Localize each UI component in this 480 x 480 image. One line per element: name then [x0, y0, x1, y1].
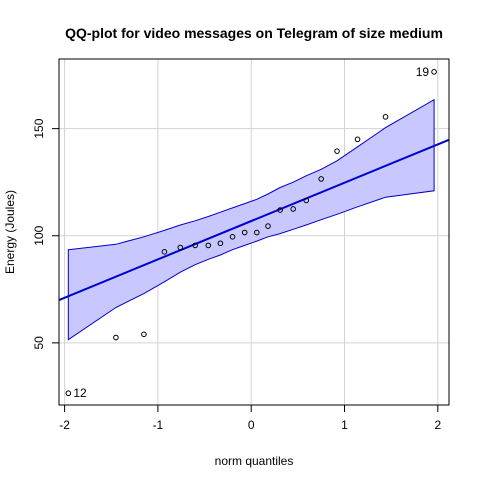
- data-point: [141, 331, 147, 338]
- confidence-band-area: [67, 98, 435, 341]
- data-point: [205, 242, 212, 249]
- confidence-band: [67, 98, 435, 341]
- data-point: [334, 148, 340, 154]
- point-label: 19: [416, 65, 430, 79]
- x-tick-label: 0: [248, 418, 255, 432]
- point-labels: 12 19: [73, 65, 429, 400]
- x-axis: -2 -1 0 1 2: [59, 404, 441, 432]
- data-point: [431, 69, 437, 75]
- data-point: [241, 229, 248, 236]
- data-point: [229, 234, 236, 240]
- y-axis: 50 100 150: [32, 118, 60, 350]
- y-tick-label: 100: [32, 225, 46, 245]
- data-points: [65, 69, 437, 397]
- point-label: 12: [73, 386, 87, 400]
- data-point: [303, 197, 310, 204]
- data-point: [265, 223, 271, 229]
- x-axis-label: norm quantiles: [215, 454, 294, 468]
- y-axis-label: Energy (Joules): [3, 190, 17, 274]
- data-point: [161, 249, 168, 255]
- data-point: [277, 207, 283, 213]
- data-point: [177, 244, 184, 251]
- reference-line: [58, 138, 450, 301]
- data-point: [253, 229, 260, 236]
- data-point: [382, 114, 389, 120]
- y-tick-label: 50: [32, 336, 46, 350]
- data-point: [354, 136, 361, 143]
- data-point: [217, 240, 224, 247]
- chart-title: QQ-plot for video messages on Telegram o…: [65, 25, 443, 41]
- data-point: [290, 206, 296, 212]
- x-tick-label: 1: [341, 418, 348, 432]
- x-tick-label: 2: [434, 418, 441, 432]
- data-point: [113, 334, 119, 341]
- data-point: [65, 390, 72, 397]
- y-tick-label: 150: [32, 118, 46, 138]
- x-tick-label: -1: [153, 418, 164, 432]
- reference-line-path: [58, 138, 450, 301]
- data-point: [192, 242, 199, 249]
- data-point: [318, 176, 324, 182]
- x-tick-label: -2: [59, 418, 70, 432]
